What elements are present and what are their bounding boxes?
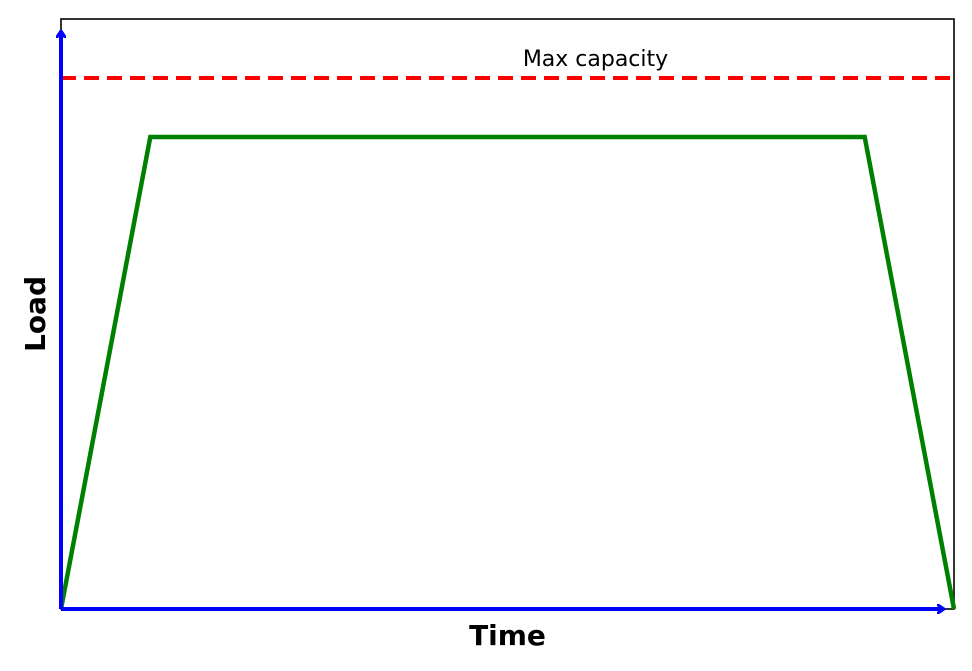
x-axis-label: Time [469, 619, 546, 652]
load-series-line [61, 137, 954, 609]
y-axis-label: Load [19, 276, 52, 352]
max-capacity-label: Max capacity [523, 47, 668, 72]
plot-frame [61, 19, 954, 609]
